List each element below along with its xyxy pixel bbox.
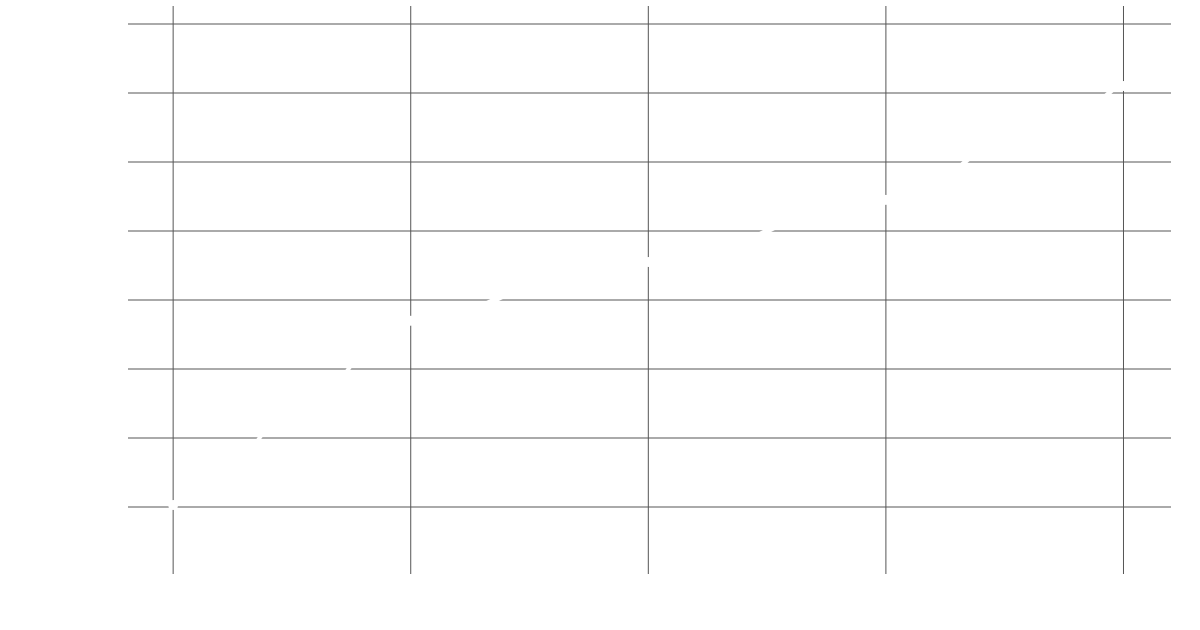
marker bbox=[405, 315, 416, 326]
marker bbox=[643, 257, 654, 268]
marker bbox=[1118, 81, 1129, 92]
marker bbox=[168, 499, 179, 510]
marker bbox=[880, 194, 891, 205]
